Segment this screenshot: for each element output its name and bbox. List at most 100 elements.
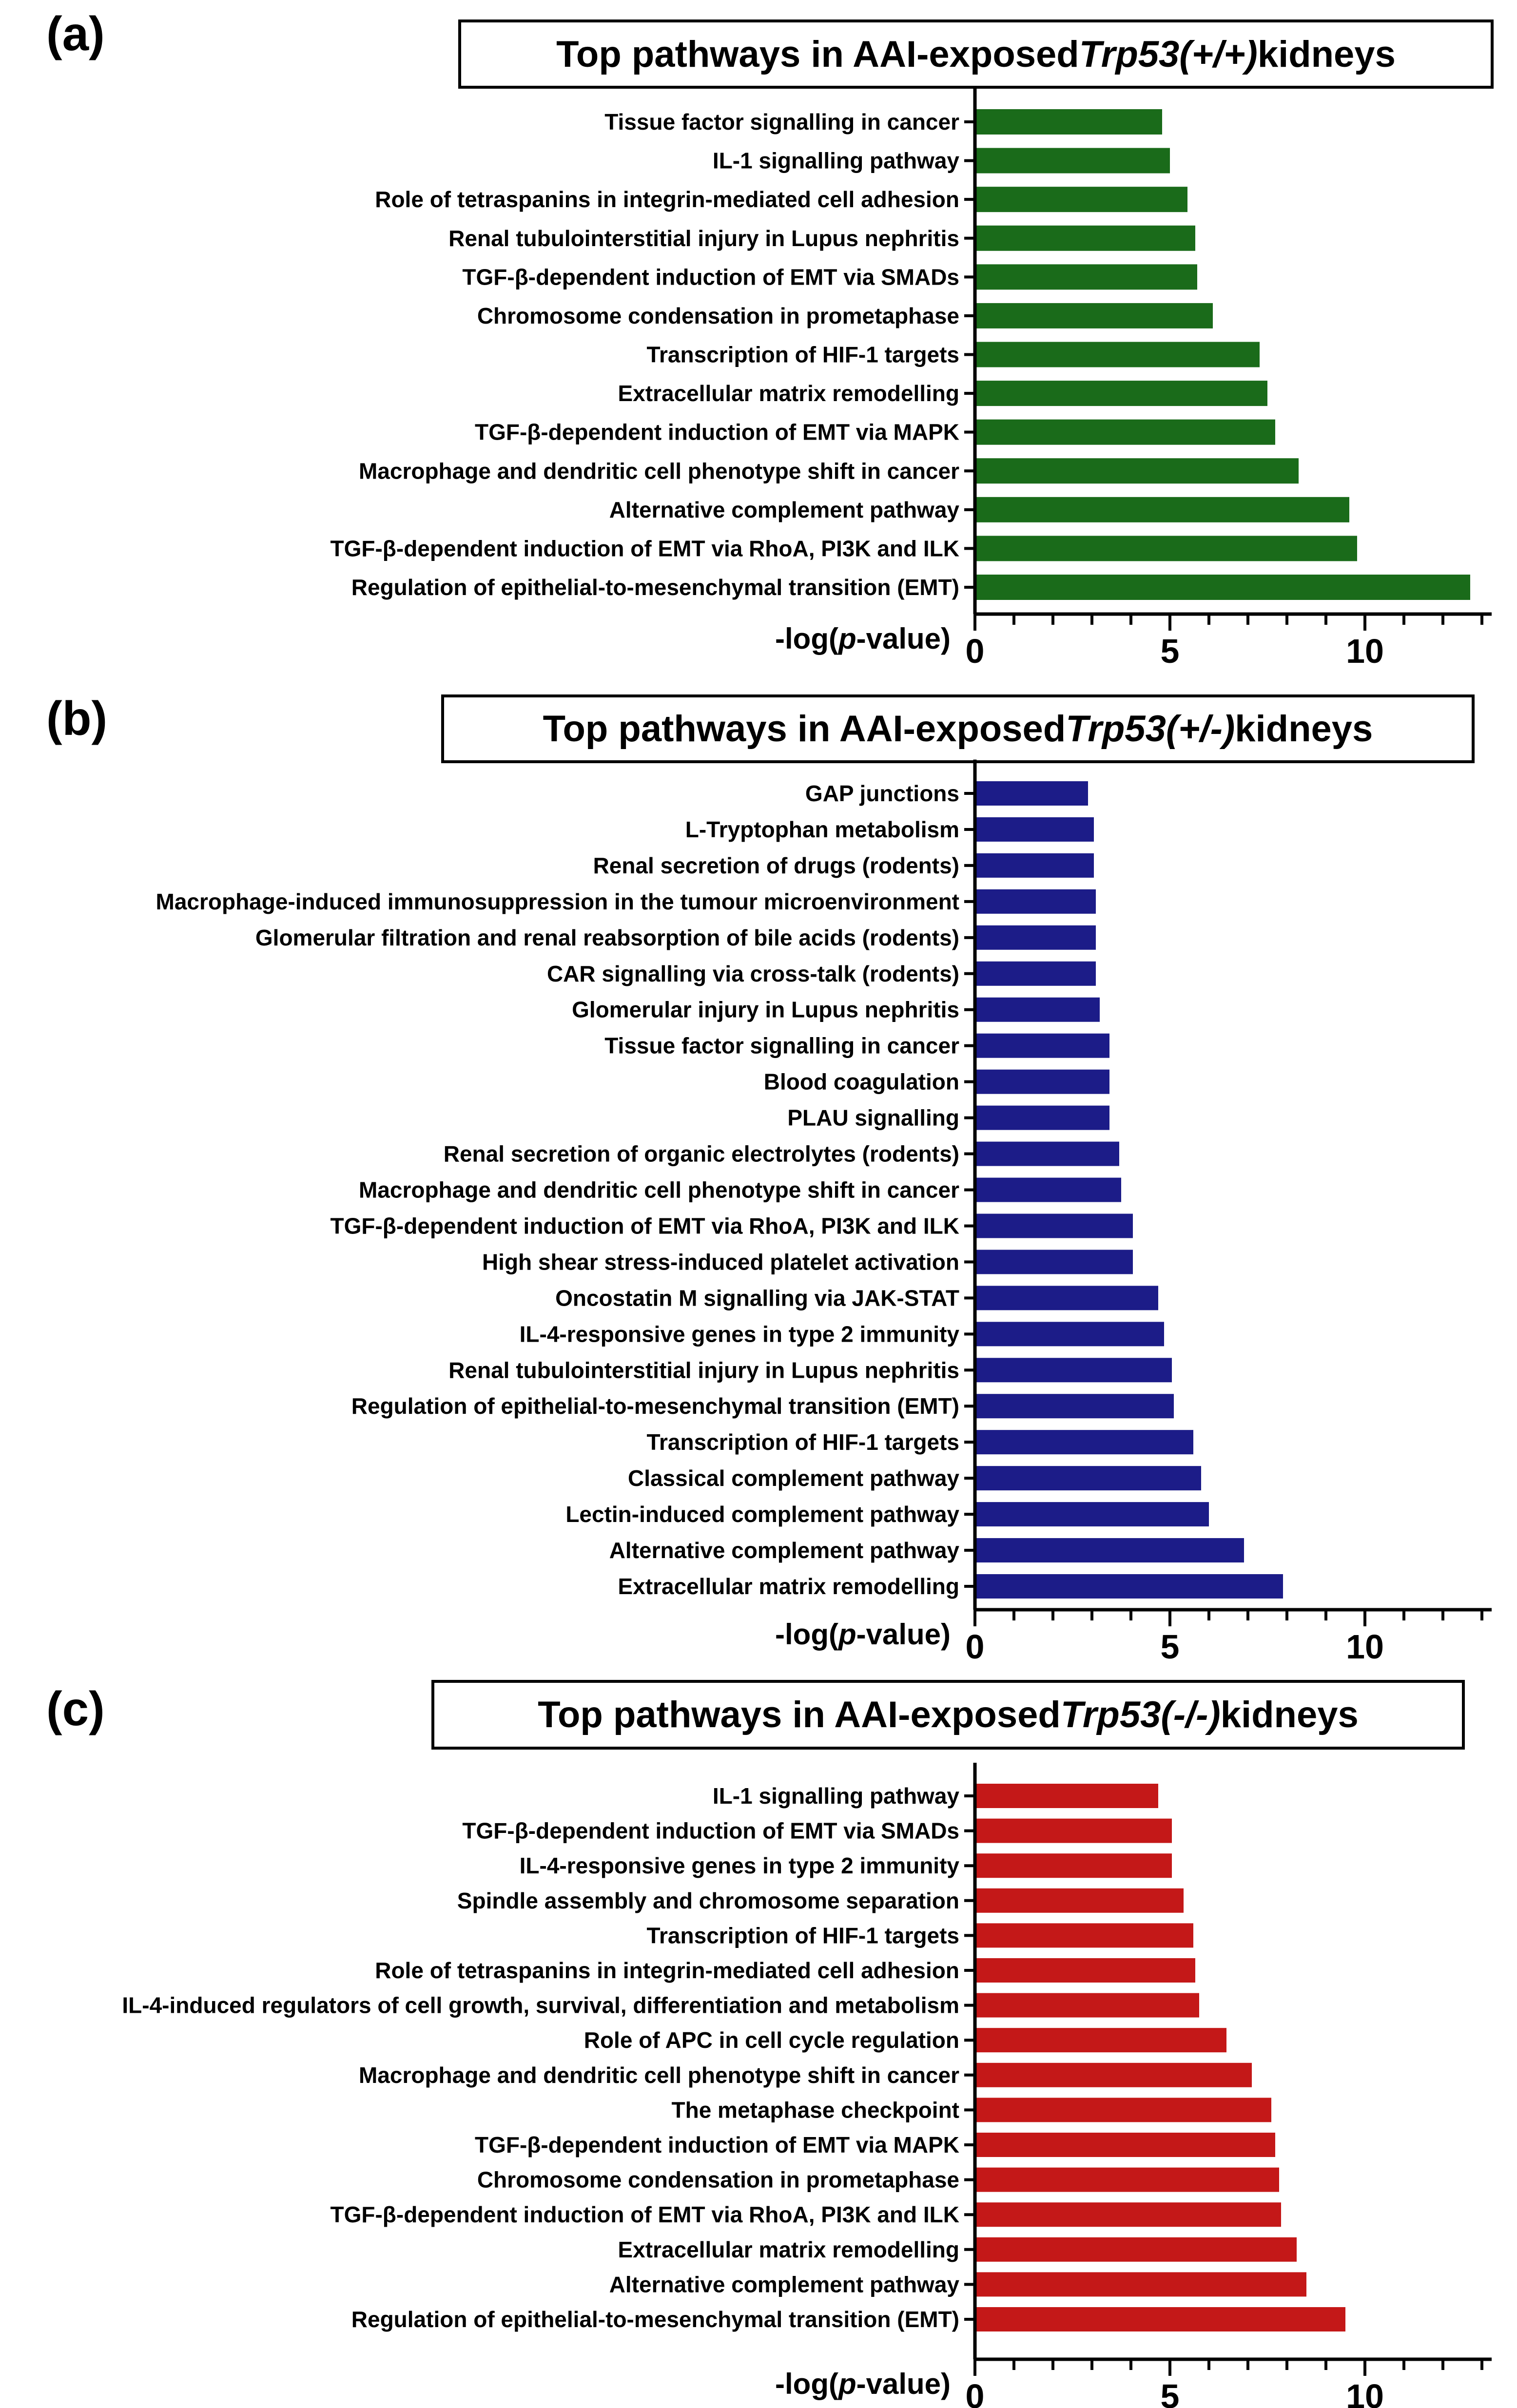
title-suffix: kidneys — [1257, 33, 1396, 75]
bar — [975, 187, 1187, 212]
category-label: Tissue factor signalling in cancer — [604, 1033, 959, 1059]
bar-chart: IL-1 signalling pathway TGF-β-dependent i… — [122, 1763, 1492, 2408]
category-label: TGF-β-dependent induction of EMT via SMA… — [462, 264, 959, 289]
category-label: Alternative complement pathway — [609, 497, 960, 522]
bar — [975, 1177, 1121, 1202]
x-axis-label: -log(p-value) — [775, 622, 951, 655]
category-label: Regulation of epithelial-to-mesenchymal … — [351, 1393, 959, 1419]
bar — [975, 817, 1094, 842]
bar — [975, 2062, 1252, 2087]
x-tick-label: 5 — [1161, 2377, 1180, 2408]
bar — [975, 1286, 1158, 1310]
bar — [975, 1394, 1174, 1419]
bar — [975, 1502, 1209, 1527]
category-label: Glomerular injury in Lupus nephritis — [572, 997, 959, 1022]
bar — [975, 109, 1162, 135]
category-label: Transcription of HIF-1 targets — [646, 342, 959, 367]
category-label: IL-4-responsive genes in type 2 immunity — [520, 1321, 960, 1347]
bar — [975, 1888, 1184, 1913]
bar — [975, 2307, 1345, 2331]
bar — [975, 303, 1213, 328]
bar — [975, 889, 1096, 914]
x-axis-label: -log(p-value) — [775, 1618, 951, 1651]
category-label: Role of tetraspanins in integrin-mediate… — [375, 1958, 959, 1983]
category-label: Regulation of epithelial-to-mesenchymal … — [351, 575, 959, 600]
x-tick-label: 0 — [966, 1628, 985, 1666]
x-tick-label: 5 — [1161, 632, 1180, 670]
bar — [975, 1574, 1283, 1599]
category-label: Extracellular matrix remodelling — [618, 381, 960, 406]
category-label: Transcription of HIF-1 targets — [646, 1923, 959, 1948]
category-label: Role of APC in cell cycle regulation — [584, 2027, 959, 2053]
title-prefix: Top pathways in AAI-exposed — [556, 33, 1079, 75]
title-genotype: Trp53(+/-) — [1066, 708, 1235, 750]
bar — [975, 575, 1470, 600]
category-label: TGF-β-dependent induction of EMT via MAP… — [475, 2132, 959, 2158]
x-tick-label: 10 — [1346, 632, 1384, 670]
x-tick-label: 0 — [966, 632, 985, 670]
bar — [975, 1853, 1172, 1878]
bar — [975, 342, 1260, 367]
bar — [975, 2272, 1306, 2297]
x-tick-label: 0 — [966, 2377, 985, 2408]
category-label: PLAU signalling — [787, 1105, 959, 1131]
chart-title: Top pathways in AAI-exposed Trp53(+/+) k… — [458, 19, 1494, 89]
title-suffix: kidneys — [1220, 1694, 1359, 1735]
category-label: High shear stress-induced platelet activ… — [482, 1249, 959, 1274]
bar — [975, 1069, 1109, 1094]
category-label: Extracellular matrix remodelling — [618, 2237, 960, 2262]
category-label: Chromosome condensation in prometaphase — [477, 303, 959, 328]
category-label: TGF-β-dependent induction of EMT via Rho… — [331, 536, 959, 561]
title-genotype: Trp53(-/-) — [1060, 1694, 1221, 1735]
bar — [975, 2098, 1271, 2122]
category-label: TGF-β-dependent induction of EMT via Rho… — [331, 2202, 959, 2227]
bar — [975, 381, 1267, 406]
category-label: L-Tryptophan metabolism — [685, 817, 959, 842]
bar — [975, 1322, 1164, 1347]
panel-label: (c) — [46, 1682, 105, 1735]
panel-a: (a) Top pathways in AAI-exposed Trp53(+/… — [0, 0, 1517, 680]
bar — [975, 1250, 1133, 1274]
category-label: Role of tetraspanins in integrin-mediate… — [375, 187, 959, 212]
bar — [975, 148, 1170, 173]
panel-c: (c) Top pathways in AAI-exposed Trp53(-/… — [0, 1650, 1517, 2408]
chart-title: Top pathways in AAI-exposed Trp53(-/-) k… — [431, 1680, 1465, 1750]
category-label: Tissue factor signalling in cancer — [604, 109, 959, 135]
category-label: The metaphase checkpoint — [672, 2097, 960, 2122]
category-label: TGF-β-dependent induction of EMT via MAP… — [475, 420, 959, 445]
bar-chart: Tissue factor signalling in cancer IL-1 s… — [331, 86, 1492, 670]
category-label: Lectin-induced complement pathway — [565, 1502, 959, 1527]
bar — [975, 2133, 1275, 2157]
category-label: IL-1 signalling pathway — [713, 148, 959, 173]
category-label: Alternative complement pathway — [609, 2272, 960, 2297]
category-label: Transcription of HIF-1 targets — [646, 1429, 959, 1455]
bar — [975, 458, 1299, 484]
category-label: Macrophage-induced immunosuppression in … — [156, 889, 960, 914]
bar — [975, 997, 1100, 1022]
category-label: Classical complement pathway — [628, 1465, 959, 1491]
bar — [975, 1214, 1133, 1238]
category-label: CAR signalling via cross-talk (rodents) — [547, 961, 959, 986]
bar — [975, 2167, 1279, 2192]
panel-b: (b) Top pathways in AAI-exposed Trp53(+/… — [0, 680, 1517, 1666]
category-label: Blood coagulation — [764, 1069, 959, 1095]
title-suffix: kidneys — [1235, 708, 1373, 750]
category-label: Chromosome condensation in prometaphase — [477, 2167, 959, 2193]
bar — [975, 781, 1088, 806]
title-prefix: Top pathways in AAI-exposed — [543, 708, 1066, 750]
title-genotype: Trp53(+/+) — [1079, 33, 1258, 75]
category-label: Macrophage and dendritic cell phenotype … — [359, 2062, 959, 2088]
bar — [975, 1818, 1172, 1843]
panel-label: (b) — [46, 692, 108, 745]
category-label: Macrophage and dendritic cell phenotype … — [359, 1177, 959, 1203]
bar — [975, 1141, 1119, 1166]
category-label: Glomerular filtration and renal reabsorp… — [255, 925, 959, 950]
bar — [975, 1993, 1199, 2018]
bar — [975, 1784, 1158, 1808]
category-label: IL-4-induced regulators of cell growth, … — [122, 1993, 959, 2018]
category-label: IL-1 signalling pathway — [713, 1783, 959, 1809]
bar-chart: GAP junctions L-Tryptophan metabolism Rena… — [156, 759, 1492, 1666]
category-label: Renal secretion of organic electrolytes … — [444, 1141, 959, 1167]
bar — [975, 961, 1096, 986]
bar — [975, 1033, 1109, 1058]
